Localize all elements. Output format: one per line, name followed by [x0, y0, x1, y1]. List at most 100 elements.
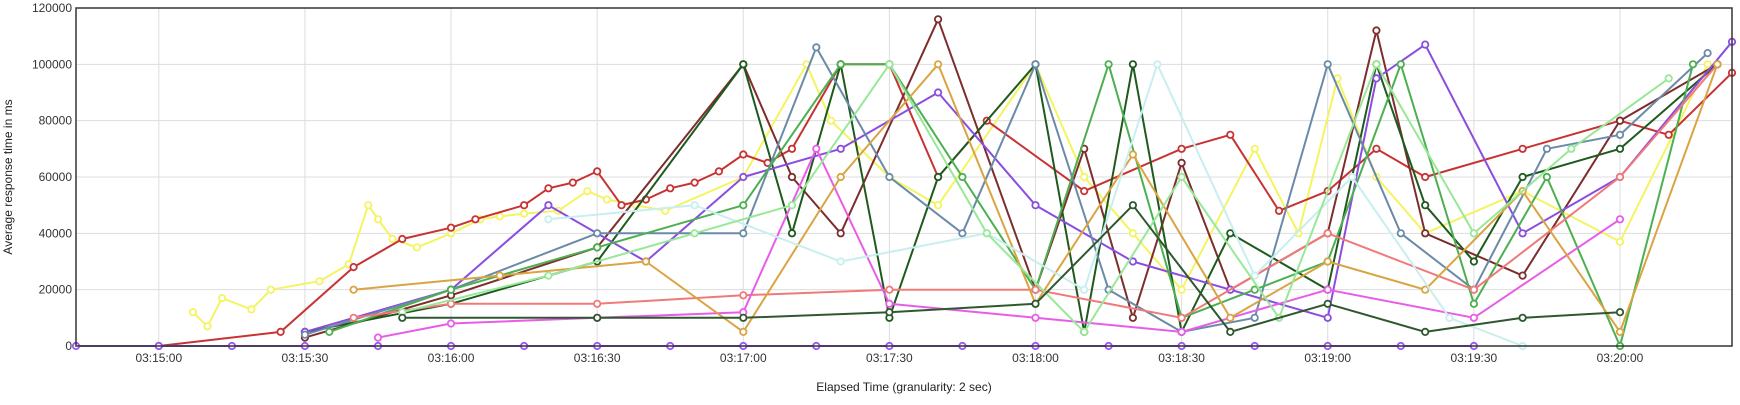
data-point[interactable]: [1323, 313, 1332, 322]
data-point[interactable]: [836, 144, 845, 153]
data-point[interactable]: [812, 43, 821, 52]
data-point[interactable]: [1372, 74, 1381, 83]
data-point[interactable]: [1615, 172, 1625, 182]
data-point[interactable]: [1421, 327, 1430, 336]
data-point[interactable]: [787, 144, 797, 153]
data-point[interactable]: [583, 187, 592, 196]
data-point[interactable]: [1615, 116, 1625, 125]
data-point[interactable]: [544, 271, 553, 280]
data-point[interactable]: [885, 60, 894, 69]
data-point[interactable]: [690, 201, 699, 210]
data-point[interactable]: [1713, 60, 1722, 69]
data-point[interactable]: [1469, 299, 1479, 308]
data-point[interactable]: [300, 330, 309, 339]
data-point[interactable]: [544, 201, 553, 210]
data-point[interactable]: [933, 201, 943, 210]
data-point[interactable]: [1469, 313, 1479, 322]
data-point[interactable]: [787, 201, 797, 210]
data-point[interactable]: [1372, 144, 1381, 153]
data-point[interactable]: [885, 299, 894, 308]
data-point[interactable]: [1031, 201, 1040, 210]
data-point[interactable]: [1372, 26, 1381, 35]
data-point[interactable]: [812, 144, 821, 153]
data-point[interactable]: [1323, 60, 1332, 69]
data-point[interactable]: [203, 322, 212, 331]
data-point[interactable]: [1177, 285, 1186, 294]
data-point[interactable]: [1469, 257, 1479, 266]
data-point[interactable]: [1128, 150, 1138, 159]
data-point[interactable]: [1128, 60, 1138, 69]
data-point[interactable]: [739, 150, 748, 159]
data-point[interactable]: [1703, 60, 1712, 69]
data-point[interactable]: [593, 313, 602, 322]
data-point[interactable]: [1518, 313, 1527, 322]
data-point[interactable]: [1226, 130, 1235, 139]
data-point[interactable]: [739, 313, 748, 322]
data-point[interactable]: [593, 299, 602, 308]
data-point[interactable]: [1615, 237, 1625, 246]
data-point[interactable]: [398, 313, 407, 322]
data-point[interactable]: [188, 308, 197, 317]
data-point[interactable]: [836, 60, 845, 69]
data-point[interactable]: [1031, 60, 1040, 69]
data-point[interactable]: [1469, 285, 1479, 294]
data-point[interactable]: [1031, 285, 1040, 294]
data-point[interactable]: [276, 327, 285, 336]
data-point[interactable]: [836, 172, 845, 182]
data-point[interactable]: [1128, 201, 1138, 210]
data-point[interactable]: [958, 172, 967, 182]
data-point[interactable]: [364, 201, 373, 210]
data-point[interactable]: [1080, 187, 1089, 196]
data-point[interactable]: [933, 15, 943, 24]
data-point[interactable]: [1226, 313, 1235, 322]
data-point[interactable]: [690, 178, 699, 187]
data-point[interactable]: [1323, 299, 1332, 308]
data-point[interactable]: [1688, 60, 1698, 69]
data-point[interactable]: [1542, 172, 1552, 182]
data-point[interactable]: [373, 333, 383, 342]
data-point[interactable]: [1421, 285, 1430, 294]
data-point[interactable]: [1177, 144, 1186, 153]
data-point[interactable]: [1323, 257, 1332, 266]
data-point[interactable]: [1323, 229, 1332, 238]
data-point[interactable]: [641, 257, 651, 266]
data-point[interactable]: [218, 293, 227, 303]
data-point[interactable]: [1323, 285, 1332, 294]
data-point[interactable]: [690, 229, 699, 238]
data-point[interactable]: [1128, 229, 1138, 238]
data-point[interactable]: [388, 234, 397, 244]
data-point[interactable]: [349, 262, 358, 272]
data-point[interactable]: [349, 285, 358, 294]
data-point[interactable]: [1177, 327, 1186, 336]
data-point[interactable]: [544, 215, 553, 224]
data-point[interactable]: [1128, 313, 1138, 322]
data-point[interactable]: [1518, 144, 1527, 153]
data-point[interactable]: [1396, 60, 1405, 69]
data-point[interactable]: [446, 319, 456, 328]
data-point[interactable]: [1177, 172, 1186, 182]
data-point[interactable]: [933, 60, 943, 69]
data-point[interactable]: [885, 285, 894, 294]
data-point[interactable]: [885, 172, 894, 182]
data-point[interactable]: [1518, 172, 1527, 182]
data-point[interactable]: [1703, 48, 1712, 58]
data-point[interactable]: [495, 271, 504, 280]
data-point[interactable]: [1518, 271, 1527, 280]
data-point[interactable]: [1445, 313, 1454, 322]
data-point[interactable]: [666, 184, 675, 193]
data-point[interactable]: [1226, 229, 1235, 238]
data-point[interactable]: [325, 327, 334, 336]
data-point[interactable]: [787, 172, 797, 182]
data-point[interactable]: [593, 243, 602, 252]
data-point[interactable]: [1518, 229, 1527, 238]
data-point[interactable]: [1250, 144, 1259, 153]
data-point[interactable]: [398, 234, 407, 244]
data-point[interactable]: [1226, 327, 1235, 336]
data-point[interactable]: [1664, 74, 1673, 83]
data-point[interactable]: [739, 172, 748, 182]
data-point[interactable]: [787, 229, 797, 238]
data-point[interactable]: [1031, 313, 1040, 322]
data-point[interactable]: [247, 305, 256, 314]
data-point[interactable]: [593, 229, 602, 238]
data-point[interactable]: [617, 201, 626, 210]
